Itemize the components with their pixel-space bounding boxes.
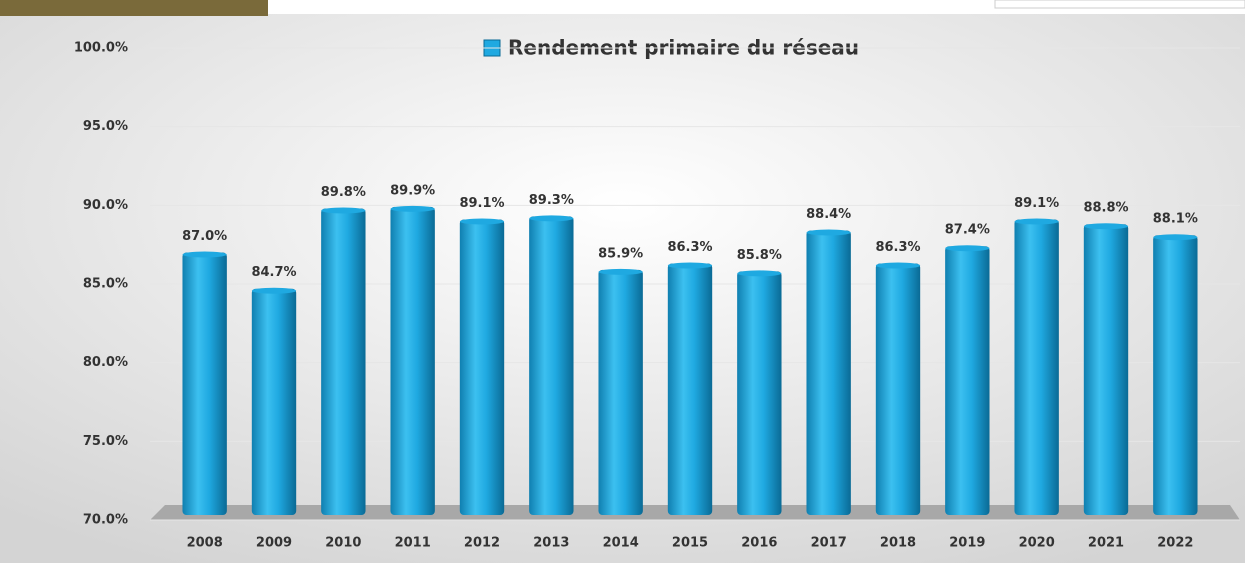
x-tick-label: 2017 (811, 536, 847, 551)
value-label: 85.9% (598, 246, 643, 261)
x-tick-label: 2008 (187, 536, 223, 551)
bar (459, 219, 505, 515)
bar (182, 252, 227, 516)
x-tick-label: 2015 (672, 536, 708, 551)
x-tick-label: 2011 (395, 536, 431, 551)
bar-cap (667, 262, 713, 269)
bar-cap (1014, 218, 1059, 225)
bar-cap (529, 215, 574, 222)
x-tick-label: 2010 (325, 536, 361, 551)
value-label: 88.8% (1083, 201, 1128, 216)
value-label: 85.8% (737, 248, 782, 263)
y-tick-label: 70.0% (83, 513, 128, 528)
bar (945, 246, 990, 516)
value-label: 84.7% (251, 265, 296, 280)
bar-cap (1153, 234, 1198, 241)
x-tick-label: 2021 (1088, 536, 1124, 551)
bar-cap (945, 245, 990, 252)
x-tick-label: 2020 (1019, 536, 1055, 551)
bar (737, 271, 782, 515)
value-label: 86.3% (875, 240, 920, 255)
x-tick-label: 2014 (603, 536, 639, 551)
x-tick-label: 2019 (949, 536, 985, 551)
x-tick-label: 2018 (880, 536, 916, 551)
x-tick-label: 2013 (533, 536, 569, 551)
bar-cap (459, 218, 505, 225)
value-label: 87.0% (182, 229, 227, 244)
value-label: 88.4% (806, 207, 851, 222)
bar-cap (182, 251, 227, 258)
bar-cap (1083, 223, 1129, 230)
bar (251, 288, 297, 515)
bar (1153, 235, 1198, 515)
bar (529, 216, 574, 515)
value-label: 87.4% (945, 223, 990, 238)
y-tick-label: 75.0% (83, 434, 128, 449)
value-label: 89.3% (529, 193, 574, 208)
x-tick-label: 2009 (256, 536, 292, 551)
y-tick-label: 95.0% (83, 119, 128, 134)
bar-cap (321, 207, 366, 214)
value-label: 89.9% (390, 183, 435, 198)
bar-cap (875, 262, 921, 269)
bar (667, 263, 713, 515)
photo-strip (0, 0, 268, 16)
value-label: 89.1% (459, 196, 504, 211)
bar (598, 269, 643, 515)
y-tick-label: 85.0% (83, 277, 128, 292)
bar (390, 206, 435, 515)
x-tick-label: 2022 (1157, 536, 1193, 551)
x-tick-label: 2016 (741, 536, 777, 551)
value-label: 88.1% (1153, 212, 1198, 227)
value-label: 86.3% (667, 240, 712, 255)
bar-cap (806, 229, 851, 236)
bar-cap (598, 268, 643, 275)
value-label: 89.1% (1014, 196, 1059, 211)
y-tick-label: 80.0% (83, 355, 128, 370)
top-box (994, 0, 1245, 9)
y-tick-label: 90.0% (83, 198, 128, 213)
bar (875, 263, 921, 515)
bar (321, 208, 366, 516)
bar (1014, 219, 1059, 515)
bar-cap (737, 270, 782, 277)
bar-cap (251, 287, 297, 294)
x-tick-label: 2012 (464, 536, 500, 551)
value-label: 89.8% (321, 185, 366, 200)
y-tick-label: 100.0% (74, 41, 128, 56)
bar (806, 230, 851, 516)
bar (1083, 224, 1129, 516)
bar-cap (390, 205, 435, 212)
